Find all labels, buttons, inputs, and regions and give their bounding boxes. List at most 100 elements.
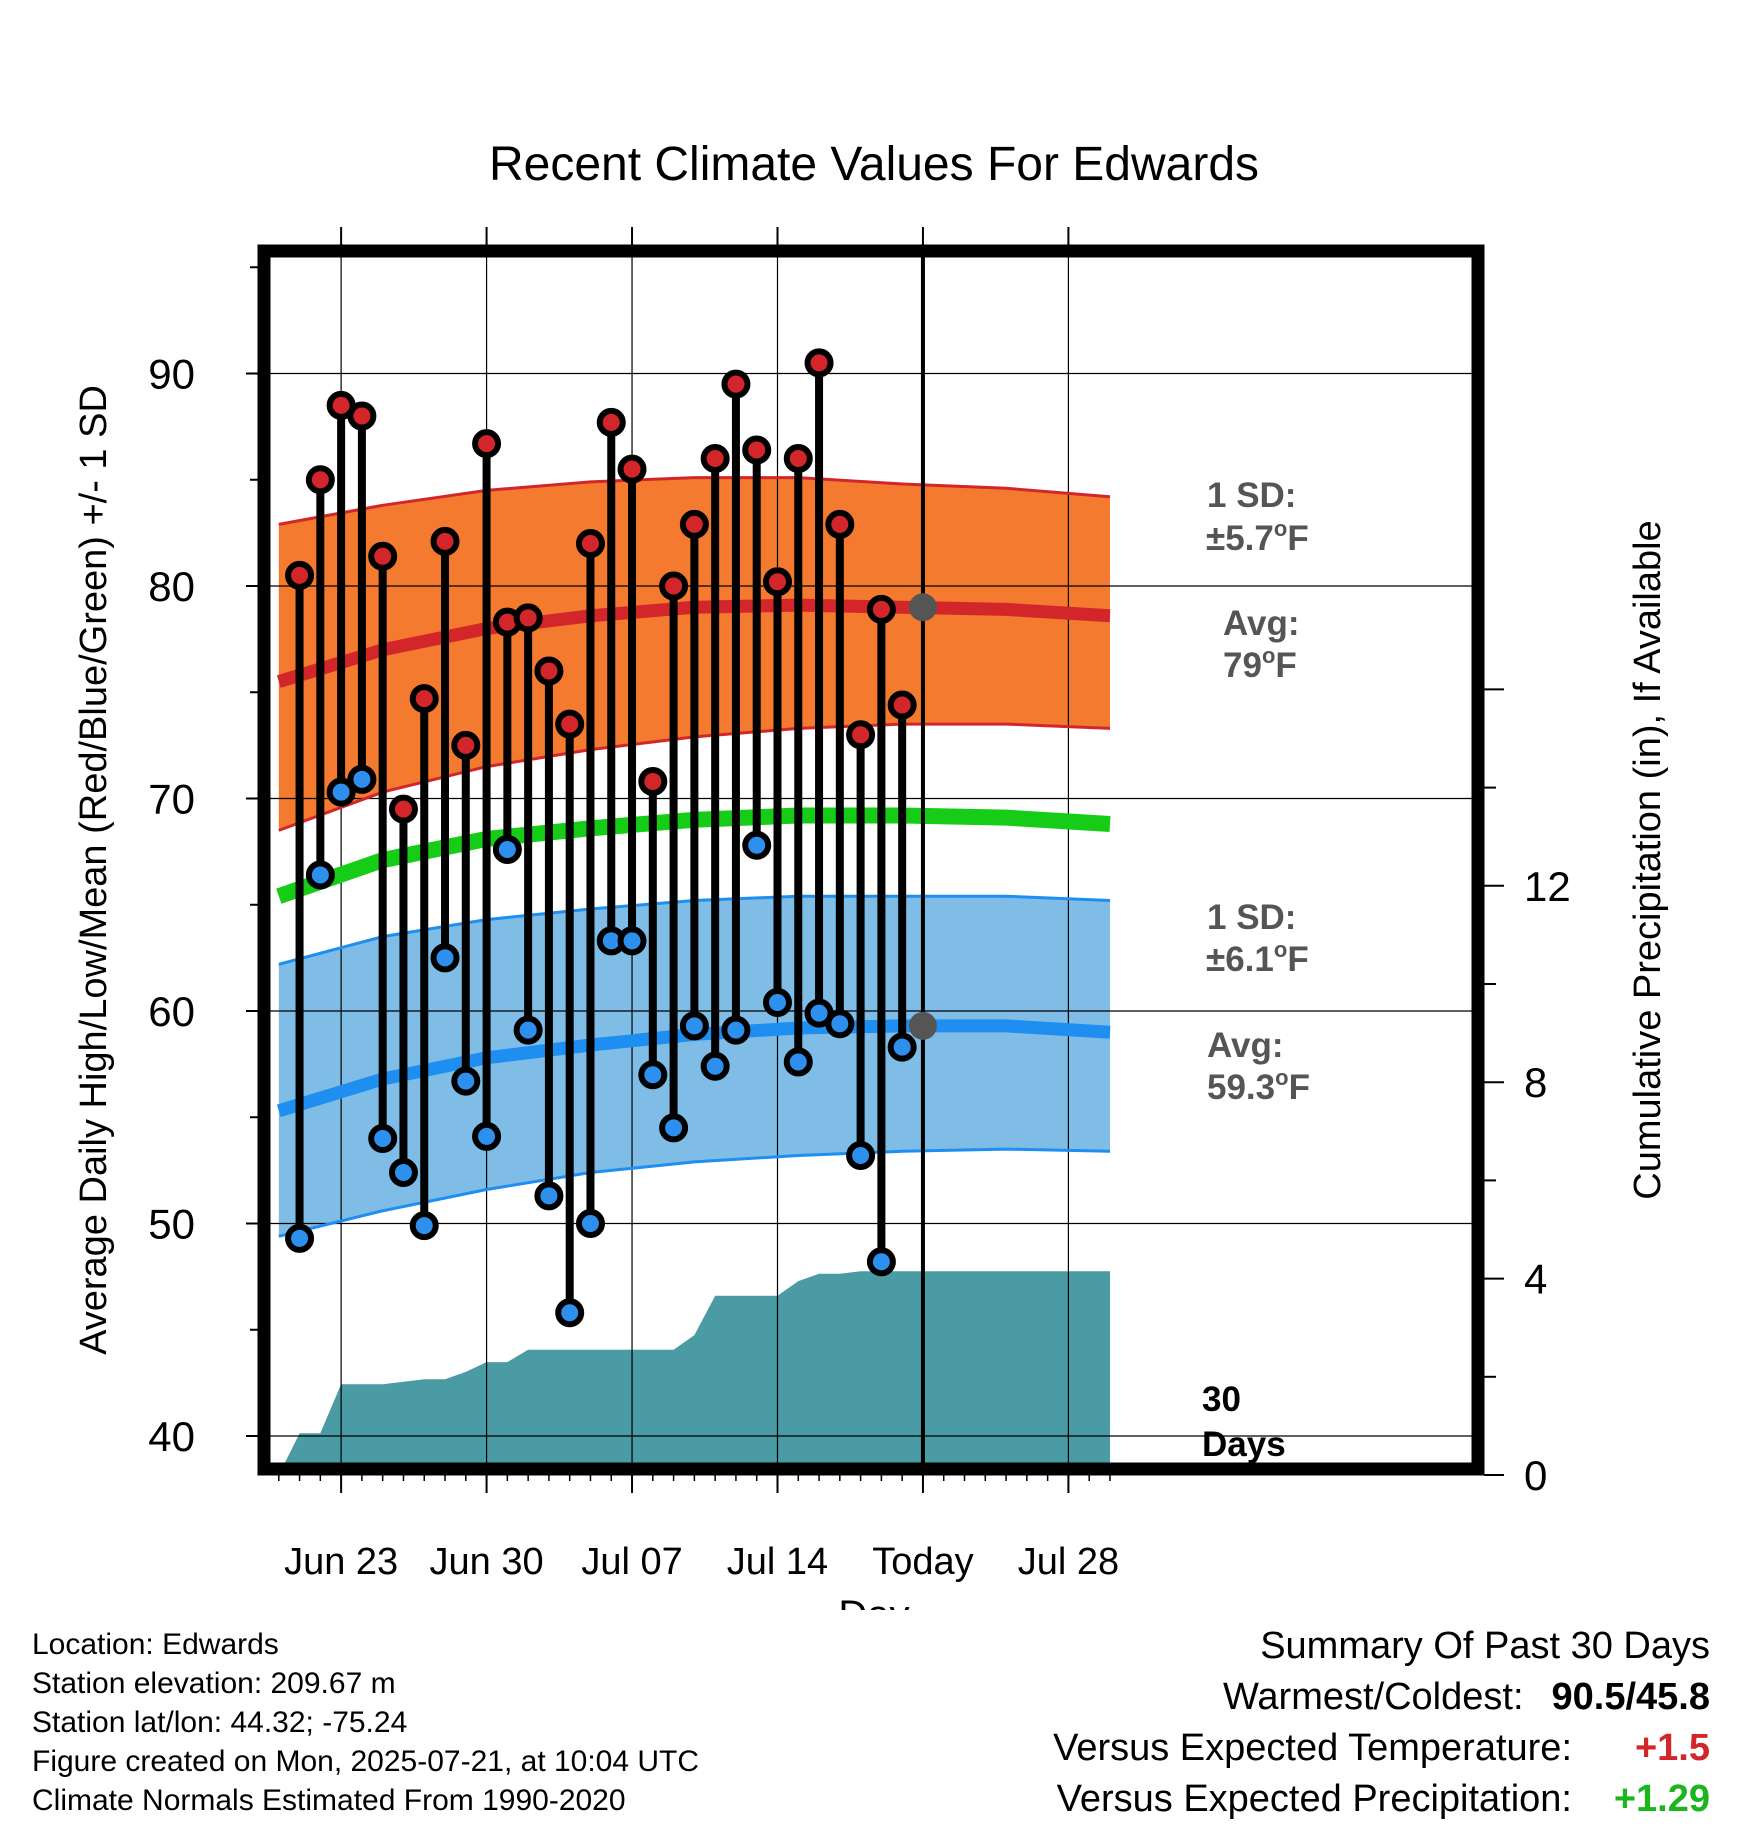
daily-low-point <box>659 1113 689 1143</box>
daily-high-point <box>409 684 439 714</box>
y-tick-label-left: 60 <box>148 988 195 1035</box>
low-sd-label: 1 SD: <box>1207 898 1296 937</box>
daily-low-point <box>534 1181 564 1211</box>
elevation-text: Station elevation: 209.67 m <box>32 1667 396 1700</box>
daily-low-point <box>700 1051 730 1081</box>
daily-low-point <box>721 1015 751 1045</box>
daily-high-point <box>617 454 647 484</box>
y-tick-label-right: 0 <box>1524 1452 1547 1499</box>
days-label: Days <box>1202 1425 1286 1464</box>
daily-low-point <box>326 777 356 807</box>
daily-low-point <box>430 943 460 973</box>
created-text: Figure created on Mon, 2025-07-21, at 10… <box>32 1745 700 1778</box>
latlon-text: Station lat/lon: 44.32; -75.24 <box>32 1706 408 1739</box>
daily-high-point <box>347 401 377 431</box>
daily-low-point <box>555 1298 585 1328</box>
daily-low-point <box>575 1209 605 1238</box>
low-sd-value: ±6.1oF <box>1206 937 1309 979</box>
daily-high-point <box>846 720 876 750</box>
summary-temp-row: Versus Expected Temperature: +1.5 <box>810 1723 1710 1774</box>
daily-high-point <box>472 429 502 459</box>
y-tick-label-left: 40 <box>148 1413 195 1460</box>
precip-area <box>284 1271 1110 1463</box>
plot-frame <box>257 244 1485 1476</box>
daily-high-point <box>451 730 481 760</box>
plot-content <box>270 257 1472 1463</box>
daily-low-point <box>783 1047 813 1077</box>
daily-high-point <box>721 369 751 399</box>
x-tick-label: Jun 23 <box>284 1541 398 1583</box>
daily-high-point <box>825 509 855 539</box>
today-low-avg-marker <box>908 1011 937 1040</box>
x-tick-label: Jul 14 <box>727 1541 828 1583</box>
warmest-label: Warmest/Coldest: <box>1222 1676 1524 1718</box>
daily-high-point <box>430 526 460 556</box>
location-text: Location: Edwards <box>32 1628 279 1661</box>
daily-high-point <box>742 435 772 465</box>
daily-high-point <box>659 571 689 601</box>
daily-high-point <box>555 709 585 739</box>
climate-chart: Recent Climate Values For Edwards 1 SD:±… <box>73 138 1669 1610</box>
daily-high-point <box>638 767 668 796</box>
y-tick-label-left: 50 <box>148 1201 195 1248</box>
low-sd-lower-line <box>278 1147 1111 1238</box>
daily-high-point <box>513 603 543 633</box>
daily-low-point <box>347 764 377 794</box>
daily-low-point <box>866 1247 896 1277</box>
daily-low-point <box>679 1011 709 1041</box>
daily-low-point <box>368 1124 398 1153</box>
summary-warmest-row: Warmest/Coldest: 90.5/45.8 <box>810 1672 1710 1723</box>
high-sd-label: 1 SD: <box>1207 476 1296 515</box>
daily-low-point <box>846 1141 876 1170</box>
daily-high-point <box>534 656 564 686</box>
high-sd-upper-line <box>278 476 1111 526</box>
daily-high-point <box>866 594 896 624</box>
high-avg-label: Avg: <box>1223 604 1299 643</box>
y-axis-label-left: Average Daily High/Low/Mean (Red/Blue/Gr… <box>73 385 115 1355</box>
daily-high-point <box>700 444 730 473</box>
today-high-avg-marker <box>908 593 937 622</box>
warmest-value: 90.5/45.8 <box>1551 1676 1710 1718</box>
daily-low-point <box>742 830 772 860</box>
daily-high-point <box>285 560 315 590</box>
chart-title: Recent Climate Values For Edwards <box>489 138 1259 191</box>
y-axis-label-right: Cumulative Precipitation (in), If Availa… <box>1627 520 1669 1199</box>
x-tick-label: Jul 07 <box>581 1541 682 1583</box>
precip-label: Versus Expected Precipitation: <box>1056 1778 1572 1820</box>
temp-label: Versus Expected Temperature: <box>1053 1727 1572 1769</box>
daily-low-point <box>451 1066 481 1096</box>
daily-low-point <box>638 1060 668 1090</box>
low-avg-label: Avg: <box>1207 1026 1283 1065</box>
temp-value: +1.5 <box>1634 1727 1710 1769</box>
daily-low-point <box>887 1032 917 1062</box>
daily-high-point <box>388 794 418 824</box>
daily-low-point <box>492 835 522 864</box>
summary-panel: Summary Of Past 30 Days Warmest/Coldest:… <box>810 1621 1710 1825</box>
daily-low-point <box>617 926 647 956</box>
x-tick-label: Jun 30 <box>430 1541 544 1583</box>
normals-text: Climate Normals Estimated From 1990-2020 <box>32 1784 626 1817</box>
y-tick-label-left: 70 <box>148 776 195 823</box>
days-count: 30 <box>1202 1380 1241 1419</box>
high-avg-value: 79oF <box>1223 643 1297 685</box>
daily-high-point <box>762 567 792 597</box>
station-info: Location: Edwards Station elevation: 209… <box>32 1625 852 1820</box>
x-tick-label: Today <box>872 1541 973 1583</box>
daily-low-point <box>513 1015 543 1045</box>
daily-high-point <box>679 509 709 539</box>
high-sd-value: ±5.7oF <box>1206 516 1309 558</box>
x-tick-label: Jul 28 <box>1018 1541 1119 1583</box>
low-avg-value: 59.3oF <box>1207 1065 1310 1107</box>
y-tick-label-right: 12 <box>1524 863 1571 910</box>
daily-low-point <box>409 1211 439 1241</box>
daily-high-point <box>783 444 813 473</box>
y-tick-label-right: 8 <box>1524 1059 1547 1106</box>
x-axis-label: Day <box>838 1593 909 1610</box>
y-tick-label-right: 4 <box>1524 1256 1547 1303</box>
daily-high-point <box>887 690 917 720</box>
daily-low-point <box>472 1121 502 1151</box>
y-tick-label-left: 80 <box>148 563 195 610</box>
daily-low-point <box>285 1223 315 1253</box>
daily-low-point <box>388 1158 418 1187</box>
